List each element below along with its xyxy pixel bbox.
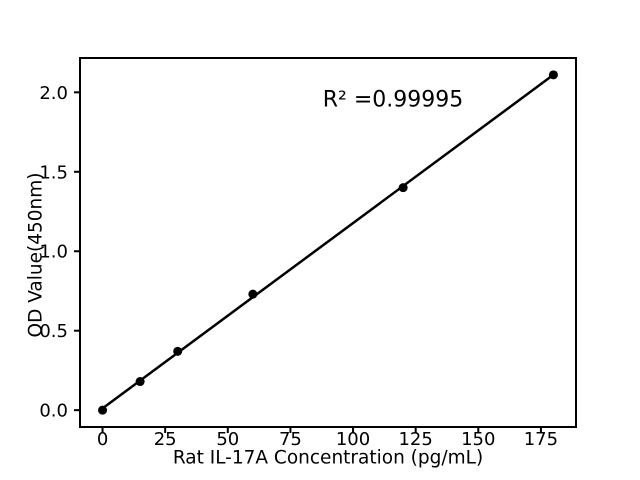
y-tick-label: 0.5: [39, 321, 68, 342]
data-point: [548, 70, 558, 80]
x-tick-label: 125: [398, 429, 432, 450]
r-squared-annotation: R² =0.99995: [322, 87, 464, 113]
x-axis-label: Rat IL-17A Concentration (pg/mL): [172, 447, 484, 469]
data-point: [135, 377, 145, 387]
data-point: [248, 289, 258, 299]
x-tick-label: 0: [97, 429, 108, 450]
y-tick-label: 0.0: [39, 401, 68, 422]
x-tick-label: 75: [279, 429, 302, 450]
data-point: [173, 346, 183, 356]
data-point: [98, 405, 108, 415]
x-tick-label: 25: [154, 429, 177, 450]
y-tick-label: 1.0: [39, 242, 68, 263]
x-tick-label: 100: [336, 429, 370, 450]
y-axis-label: OD Value(450nm): [25, 172, 47, 338]
y-tick-label: 1.5: [39, 162, 68, 183]
x-tick-label: 50: [216, 429, 239, 450]
x-tick-label: 150: [461, 429, 495, 450]
x-tick-label: 175: [524, 429, 558, 450]
data-point: [398, 183, 408, 193]
fit-line: [101, 73, 555, 410]
y-tick-label: 2.0: [39, 83, 68, 104]
axes-spines: [79, 57, 577, 428]
